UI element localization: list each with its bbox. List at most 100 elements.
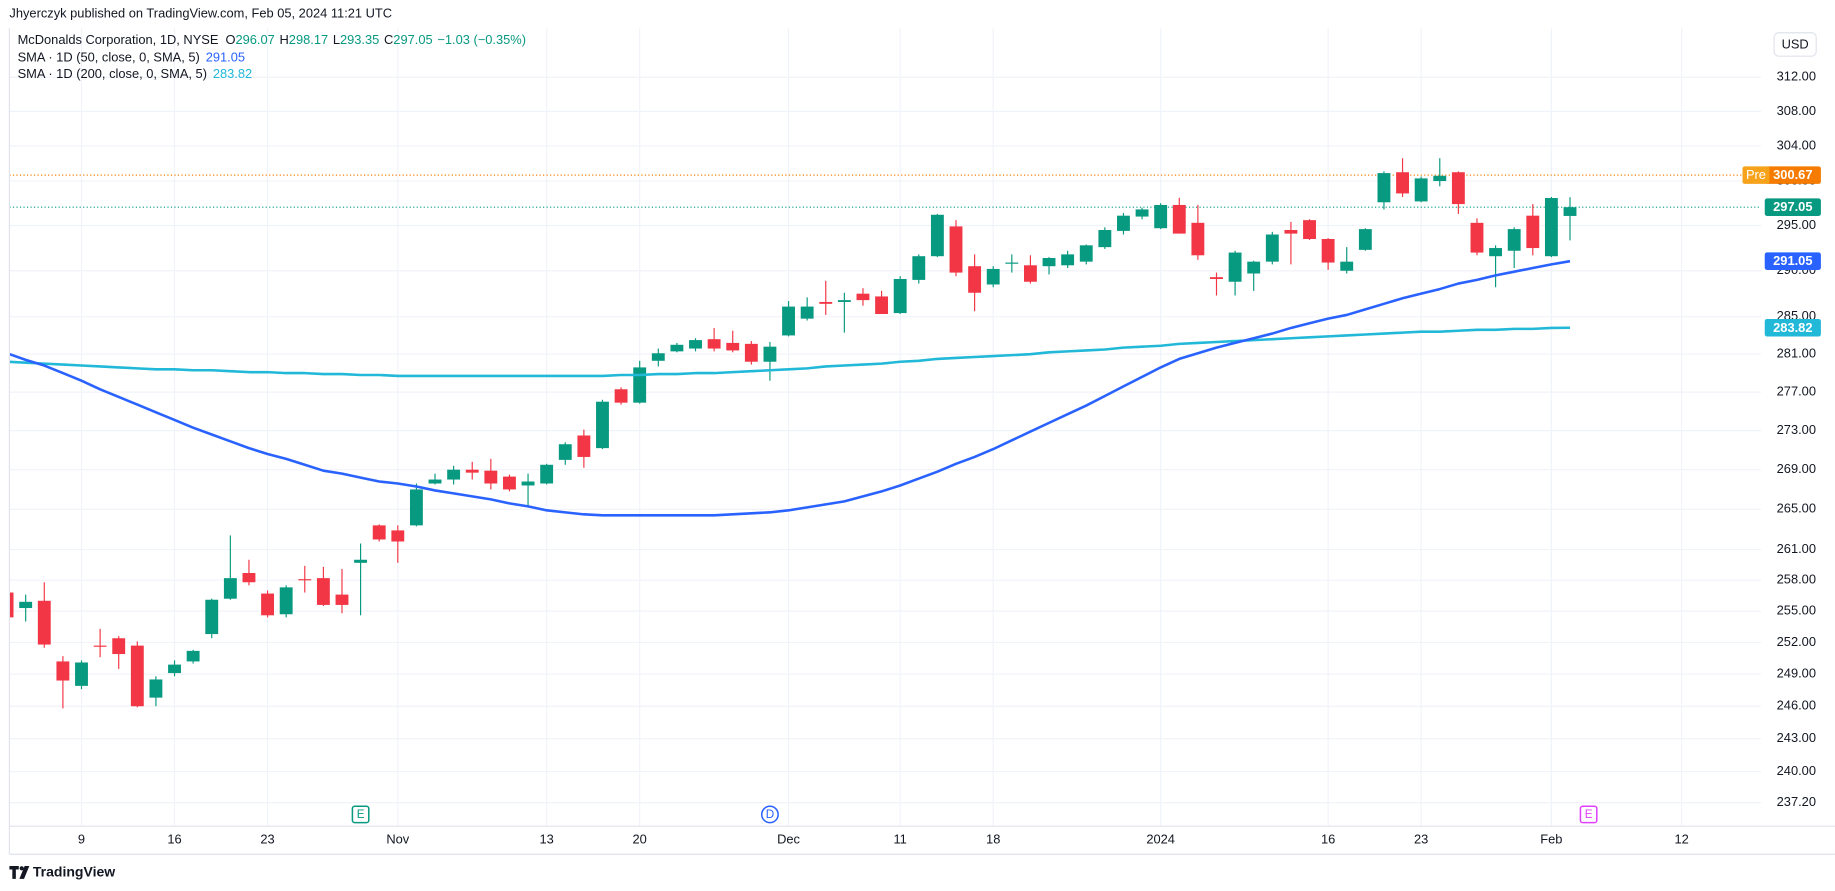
candle-body: [614, 389, 628, 403]
candle-body: [186, 650, 200, 662]
legend-series-name: SMA · 1D (50, close, 0, SMA, 5): [18, 50, 200, 65]
candle-body: [912, 256, 926, 280]
candle-body: [670, 344, 684, 352]
x-tick-label: 16: [1321, 832, 1335, 847]
candle-body: [391, 530, 405, 542]
candle-body: [1191, 222, 1205, 256]
y-tick-label: 261.00: [1777, 541, 1816, 556]
candle-body: [1451, 172, 1465, 205]
last-price-tag-box: [1764, 198, 1821, 216]
last-price-tag: 297.05: [1773, 199, 1812, 214]
candle-body: [1414, 178, 1428, 202]
candle-body: [1433, 175, 1447, 182]
premarket-label-box: [1742, 166, 1770, 184]
x-tick-label: 9: [78, 832, 85, 847]
candle-body: [1117, 215, 1130, 231]
logo-dot: [19, 866, 24, 871]
candle-body: [856, 293, 870, 301]
candle-body: [726, 342, 740, 351]
candle-body: [893, 278, 907, 314]
candle-body: [1470, 222, 1484, 253]
ohlc-value: 298.17: [289, 32, 328, 47]
y-tick-label: 237.20: [1777, 794, 1816, 809]
candle-body: [782, 306, 795, 336]
candle-body: [1396, 172, 1409, 194]
legend-row: McDonalds Corporation, 1D, NYSE O296.07 H2…: [18, 32, 526, 47]
candle-body: [1247, 261, 1261, 274]
candle-body: [763, 346, 777, 362]
candle-body: [1061, 254, 1075, 266]
candle-body: [279, 587, 293, 615]
x-tick-label: 23: [1414, 832, 1428, 847]
y-tick-label: 258.00: [1777, 572, 1816, 587]
legend-row: SMA · 1D (50, close, 0, SMA, 5) 291.05: [18, 50, 245, 65]
candle-body: [1135, 209, 1149, 217]
candle-body: [205, 599, 219, 635]
candle-body: [577, 435, 591, 457]
candle-body: [354, 559, 368, 563]
x-tick-label: Nov: [386, 832, 409, 847]
candle-body: [298, 579, 312, 581]
candle-body: [596, 401, 609, 449]
published-line: Jhyerczyk published on TradingView.com, …: [9, 5, 392, 20]
candle-body: [9, 592, 14, 618]
candle-body: [1358, 229, 1372, 250]
candle-body: [130, 645, 144, 707]
candle-body: [1284, 230, 1298, 234]
candle-body: [633, 367, 647, 403]
x-tick-label: Dec: [777, 832, 800, 847]
candle-body: [316, 578, 330, 605]
candle-body: [968, 266, 982, 293]
y-tick-label: 252.00: [1777, 634, 1816, 649]
currency-button[interactable]: [1773, 32, 1817, 57]
footer-logo: [9, 865, 30, 879]
candle-body: [1023, 265, 1037, 282]
plot-area: [9, 28, 1762, 827]
ohlc-letter: L: [333, 32, 340, 47]
candle-body: [503, 476, 516, 490]
price-axis: [1761, 28, 1835, 827]
y-tick-label: 273.00: [1777, 422, 1816, 437]
y-tick-label: 249.00: [1777, 666, 1816, 681]
candle-body: [1489, 248, 1503, 257]
event-label: E: [357, 808, 365, 821]
candle-body: [930, 214, 944, 257]
legend-series-name: SMA · 1D (200, close, 0, SMA, 5): [18, 66, 207, 81]
ohlc-value: 293.35: [340, 32, 379, 47]
candle-body: [875, 296, 889, 315]
candle-body: [1377, 173, 1391, 203]
ohlc-letter: O: [225, 32, 235, 47]
candle-body: [800, 306, 814, 319]
candle-body: [1321, 239, 1335, 263]
ohlc-letter: C: [384, 32, 393, 47]
sma-line: [9, 326, 1571, 378]
footer-brand: TradingView: [33, 864, 115, 880]
candle-body: [521, 481, 535, 486]
premarket-label: Pre: [1746, 167, 1766, 182]
x-tick-label: Feb: [1540, 832, 1562, 847]
candle-body: [837, 300, 851, 302]
event-marker: [760, 805, 779, 824]
legend-series-value: 291.05: [206, 50, 245, 65]
currency-label: USD: [1782, 36, 1809, 51]
candle-body: [1340, 261, 1354, 271]
y-tick-label: 255.00: [1777, 603, 1816, 618]
candle-body: [1042, 258, 1056, 267]
candle-body: [540, 464, 554, 484]
candle-body: [465, 469, 479, 473]
candle-body: [707, 339, 721, 349]
candle-body: [1079, 245, 1093, 262]
candle-body: [409, 489, 423, 526]
candle-body: [37, 600, 51, 645]
logo-mark: [9, 865, 19, 879]
candle-body: [558, 444, 572, 460]
sma50-price-tag: 291.05: [1773, 253, 1812, 268]
event-marker: [351, 805, 370, 824]
candle-body: [1544, 198, 1558, 257]
sma50-price-tag-box: [1764, 252, 1821, 270]
candle-body: [484, 470, 498, 484]
legend-row: SMA · 1D (200, close, 0, SMA, 5) 283.82: [18, 66, 253, 81]
y-tick-label: 269.00: [1777, 461, 1816, 476]
